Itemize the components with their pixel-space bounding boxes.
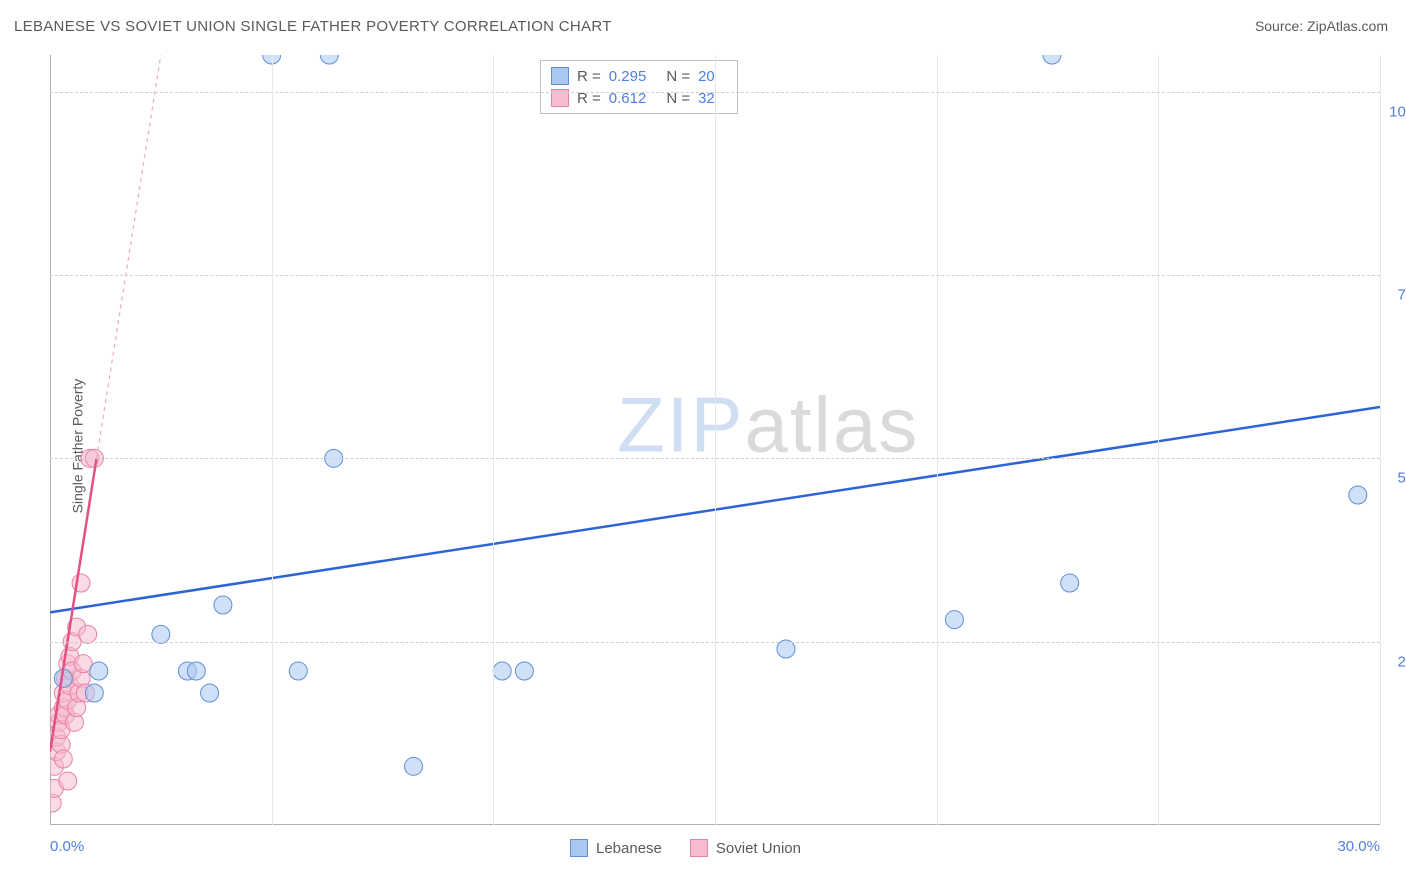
stat-r-label: R = xyxy=(577,68,601,85)
y-tick-label: 100.0% xyxy=(1389,103,1406,120)
gridline-v xyxy=(1380,55,1381,825)
data-point xyxy=(945,611,963,629)
data-point xyxy=(320,55,338,64)
data-point xyxy=(59,772,77,790)
stats-row: R = 0.612 N = 32 xyxy=(551,87,727,109)
bottom-legend: Lebanese Soviet Union xyxy=(570,839,801,857)
gridline-v xyxy=(937,55,938,825)
data-point xyxy=(187,662,205,680)
data-point xyxy=(54,750,72,768)
data-point xyxy=(1043,55,1061,64)
data-point xyxy=(777,640,795,658)
gridline-v xyxy=(493,55,494,825)
stats-legend-box: R = 0.295 N = 20 R = 0.612 N = 32 xyxy=(540,60,738,114)
data-point xyxy=(79,625,97,643)
stat-n-label: N = xyxy=(666,68,690,85)
data-point xyxy=(493,662,511,680)
chart-container: LEBANESE VS SOVIET UNION SINGLE FATHER P… xyxy=(0,0,1406,892)
gridline-v xyxy=(715,55,716,825)
swatch-icon xyxy=(551,67,569,85)
legend-item: Lebanese xyxy=(570,839,662,857)
swatch-icon xyxy=(690,839,708,857)
data-point xyxy=(152,625,170,643)
trend-line xyxy=(97,55,161,458)
data-point xyxy=(1061,574,1079,592)
legend-item: Soviet Union xyxy=(690,839,801,857)
gridline-v xyxy=(1158,55,1159,825)
data-point xyxy=(289,662,307,680)
legend-label: Soviet Union xyxy=(716,840,801,857)
x-tick-label: 0.0% xyxy=(50,838,84,855)
x-tick-label: 30.0% xyxy=(1337,838,1380,855)
data-point xyxy=(90,662,108,680)
y-tick-label: 75.0% xyxy=(1397,287,1406,304)
data-point xyxy=(201,684,219,702)
source-label: Source: ZipAtlas.com xyxy=(1255,18,1388,34)
stats-row: R = 0.295 N = 20 xyxy=(551,65,727,87)
swatch-icon xyxy=(570,839,588,857)
data-point xyxy=(1349,486,1367,504)
stat-n-value: 20 xyxy=(698,68,715,85)
chart-title: LEBANESE VS SOVIET UNION SINGLE FATHER P… xyxy=(14,18,612,35)
plot-area: ZIPatlas R = 0.295 N = 20 R = 0.612 N = … xyxy=(50,55,1380,825)
stat-r-value: 0.295 xyxy=(609,68,647,85)
y-tick-label: 50.0% xyxy=(1397,470,1406,487)
legend-label: Lebanese xyxy=(596,840,662,857)
data-point xyxy=(405,757,423,775)
data-point xyxy=(515,662,533,680)
gridline-v xyxy=(272,55,273,825)
y-tick-label: 25.0% xyxy=(1397,653,1406,670)
data-point xyxy=(85,684,103,702)
data-point xyxy=(214,596,232,614)
